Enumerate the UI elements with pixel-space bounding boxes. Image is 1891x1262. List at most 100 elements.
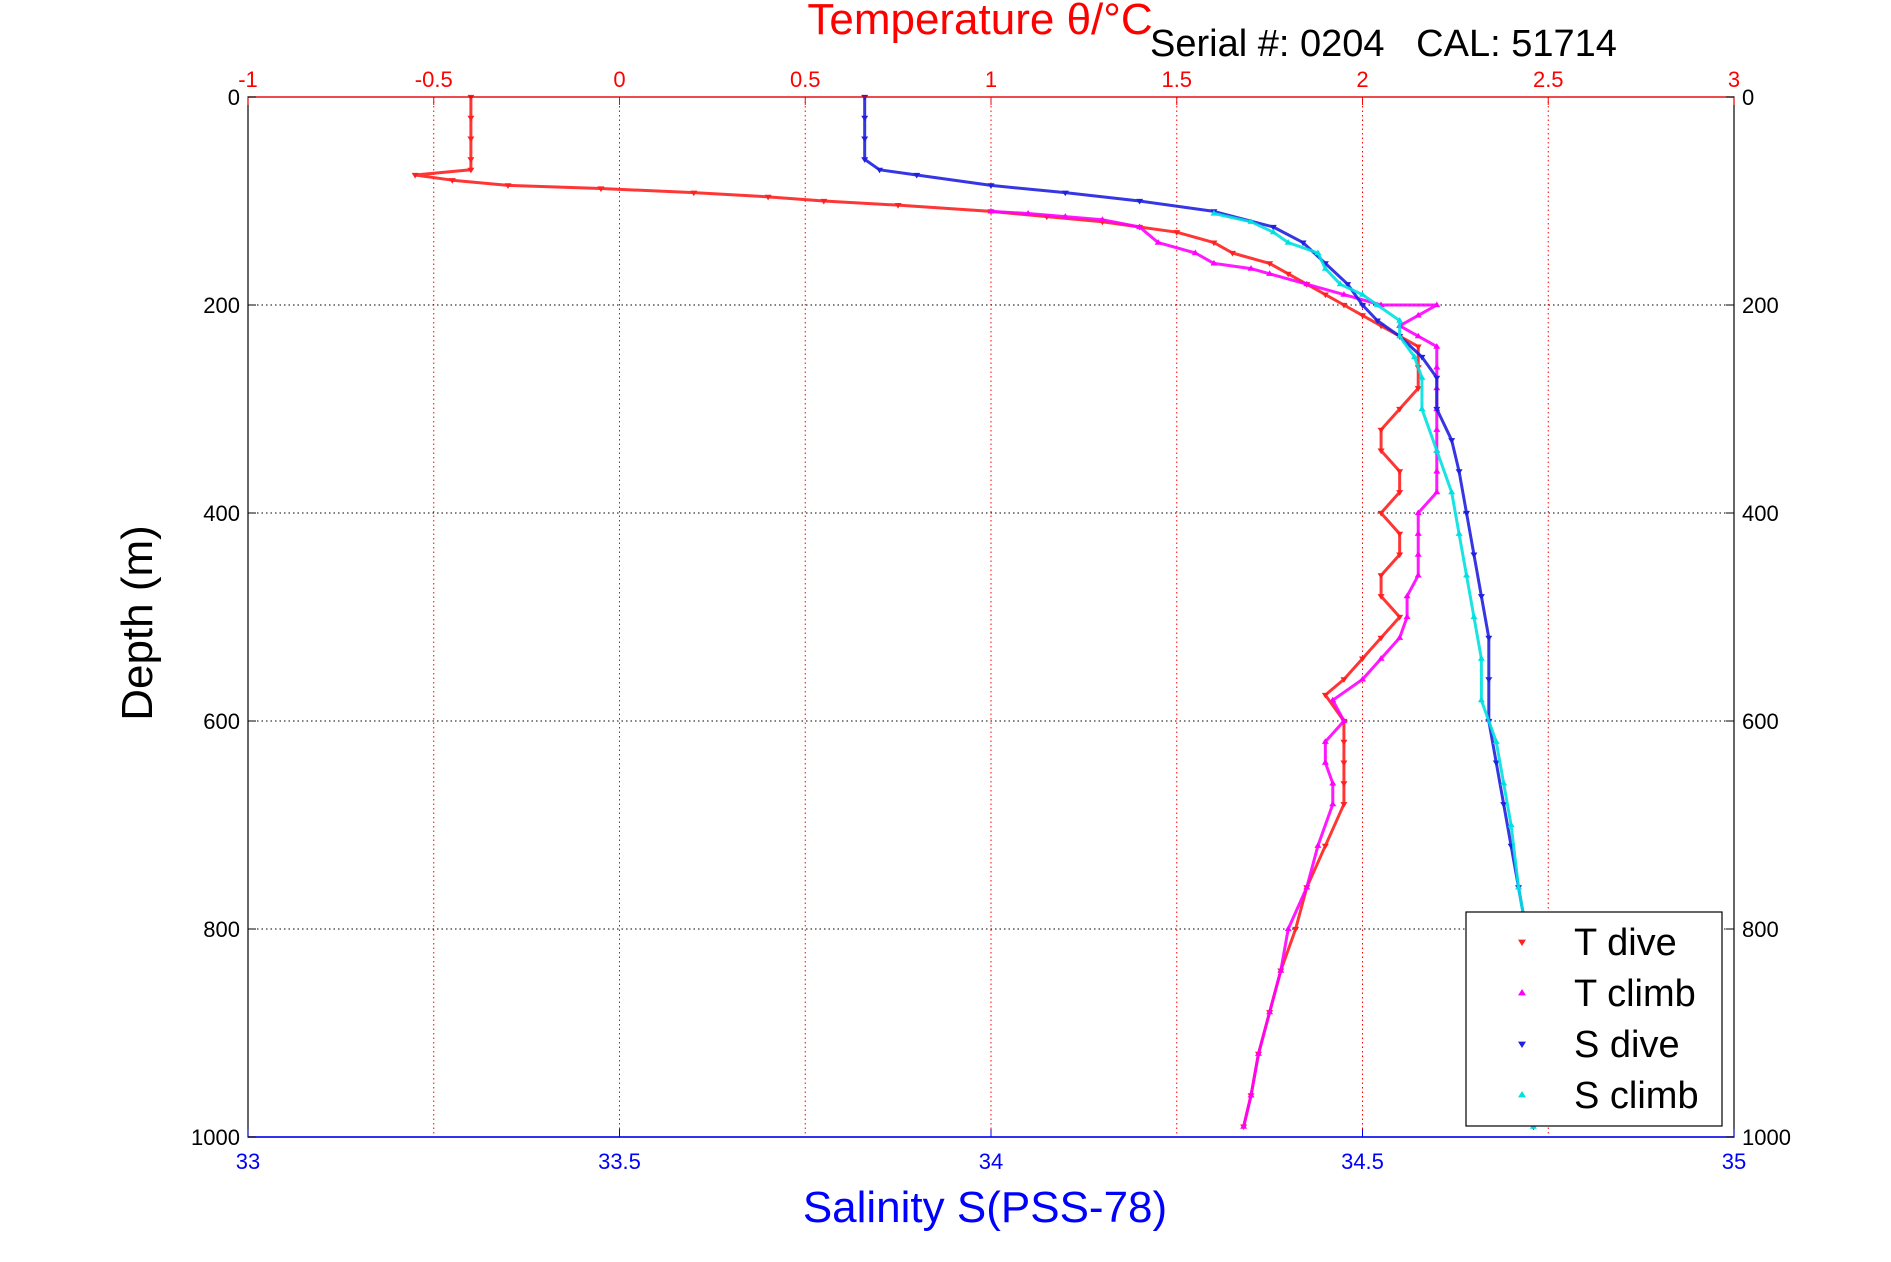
data-point <box>1247 1091 1255 1098</box>
legend: T dive T climb S dive S climb <box>1465 911 1723 1127</box>
data-point <box>1433 467 1441 474</box>
temperature-tick-label: 2.5 <box>1533 67 1564 92</box>
data-point <box>1314 249 1322 256</box>
depth-tick-label-right: 200 <box>1742 293 1779 318</box>
data-point <box>1329 800 1337 807</box>
data-point <box>1515 883 1523 890</box>
temperature-tick-label: 0.5 <box>790 67 821 92</box>
data-point <box>1396 634 1404 640</box>
data-point <box>1359 291 1366 297</box>
data-point <box>987 207 995 214</box>
legend-marker <box>1518 1091 1526 1098</box>
data-point <box>448 178 456 184</box>
data-point <box>1448 488 1456 495</box>
depth-tick-label-left: 800 <box>203 917 240 942</box>
data-point <box>467 157 475 163</box>
legend-marker <box>1518 1041 1526 1048</box>
data-point <box>1024 209 1032 216</box>
data-point <box>1396 490 1404 496</box>
depth-tick-label-right: 1000 <box>1742 1125 1791 1150</box>
legend-label: T climb <box>1574 973 1696 1015</box>
data-point <box>1266 261 1274 267</box>
data-point <box>861 157 869 163</box>
data-point <box>1284 271 1292 278</box>
data-point <box>1336 280 1344 287</box>
data-point <box>1433 375 1441 382</box>
data-point <box>1269 228 1277 235</box>
data-point <box>1228 250 1236 257</box>
data-point <box>467 94 475 101</box>
data-point <box>1098 216 1106 222</box>
data-point <box>1329 779 1337 786</box>
legend-box <box>1465 911 1723 1127</box>
data-point <box>1455 469 1463 475</box>
depth-tick-label-right: 800 <box>1742 917 1779 942</box>
data-point <box>876 167 884 174</box>
data-point <box>504 183 512 189</box>
data-point <box>467 136 475 143</box>
data-point <box>1210 240 1218 247</box>
data-point <box>1414 509 1422 516</box>
data-point <box>1136 198 1144 205</box>
temperature-tick-label: 1 <box>985 67 997 92</box>
data-point <box>1340 717 1348 724</box>
data-point <box>764 194 772 201</box>
data-point <box>1477 696 1485 703</box>
data-point <box>1500 802 1508 808</box>
data-point <box>1377 448 1385 455</box>
data-point <box>1414 551 1422 557</box>
data-point <box>1340 291 1348 297</box>
data-point <box>1359 313 1366 319</box>
data-point <box>1448 438 1456 444</box>
data-point <box>1247 265 1255 271</box>
data-point <box>861 136 869 143</box>
data-point <box>411 172 419 179</box>
data-point <box>1266 270 1274 276</box>
data-point <box>1455 530 1463 536</box>
data-point <box>1411 353 1419 360</box>
data-point <box>1433 426 1441 432</box>
data-series <box>411 94 1537 1131</box>
data-point <box>1418 354 1426 361</box>
data-point <box>597 186 605 193</box>
data-point <box>1254 1050 1262 1056</box>
data-point <box>1373 318 1381 325</box>
data-point <box>1477 655 1485 661</box>
data-point <box>1463 571 1471 578</box>
data-point <box>1377 594 1385 600</box>
data-point <box>1340 677 1348 683</box>
legend-entry: S dive <box>1518 1024 1680 1066</box>
data-point <box>1396 406 1404 413</box>
data-point <box>1284 925 1292 932</box>
data-point <box>1414 386 1422 392</box>
data-point <box>1210 259 1218 266</box>
depth-tick-label-left: 1000 <box>191 1125 240 1150</box>
data-point <box>1359 675 1366 682</box>
data-point <box>1321 265 1329 271</box>
series-t-dive <box>411 94 1422 1131</box>
data-point <box>1284 239 1292 245</box>
temperature-tick-label: -1 <box>238 67 258 92</box>
series-line <box>413 97 1420 1127</box>
temperature-tick-label: 2 <box>1356 67 1368 92</box>
series-t-climb <box>987 207 1441 1129</box>
data-point <box>1329 696 1337 703</box>
temperature-axis-title: Temperature θ/°C <box>807 0 1152 44</box>
data-point <box>1266 1008 1274 1015</box>
data-point <box>1377 510 1385 517</box>
data-point <box>1269 224 1277 231</box>
data-point <box>1433 406 1441 413</box>
salinity-tick-label: 34.5 <box>1341 1149 1384 1174</box>
legend-label: S climb <box>1574 1075 1699 1117</box>
data-point <box>1492 738 1500 744</box>
depth-tick-label-right: 400 <box>1742 501 1779 526</box>
salinity-tick-label: 33.5 <box>598 1149 641 1174</box>
salinity-tick-label: 34 <box>979 1149 1003 1174</box>
salinity-tick-label: 33 <box>236 1149 260 1174</box>
data-point <box>1433 488 1441 495</box>
data-point <box>1403 592 1411 599</box>
temperature-tick-label: -0.5 <box>415 67 453 92</box>
data-point <box>1414 311 1422 318</box>
data-point <box>1507 821 1515 828</box>
data-point <box>1321 692 1329 699</box>
